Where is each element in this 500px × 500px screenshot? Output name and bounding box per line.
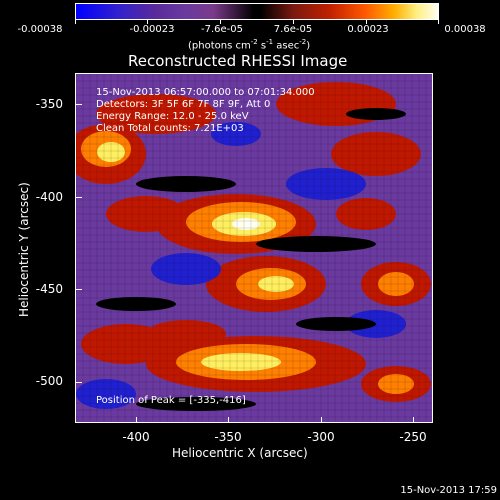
rhessi-image-plot: 15-Nov-2013 06:57:00.000 to 07:01:34.000… bbox=[75, 73, 433, 423]
colorbar-tick-mark bbox=[438, 20, 439, 24]
intensity-blob bbox=[106, 196, 186, 232]
colorbar-tick-mark bbox=[293, 20, 294, 24]
colorbar-tick-label: 7.6e-05 bbox=[273, 24, 313, 35]
intensity-blob bbox=[286, 168, 366, 200]
colorbar-tick-label: -0.00038 bbox=[17, 24, 63, 35]
colorbar-tick-mark bbox=[366, 20, 367, 24]
timestamp: 15-Nov-2013 17:59 bbox=[400, 485, 497, 496]
y-tick-label: -500 bbox=[35, 374, 63, 388]
time-range-label: 15-Nov-2013 06:57:00.000 to 07:01:34.000 bbox=[96, 87, 315, 98]
intensity-blob bbox=[96, 297, 176, 311]
intensity-blob bbox=[336, 198, 396, 230]
colorbar-tick-label: -0.00023 bbox=[129, 24, 175, 35]
intensity-blob bbox=[378, 272, 414, 296]
intensity-blob bbox=[201, 353, 281, 371]
y-tick-label: -400 bbox=[35, 190, 63, 204]
image-title: Reconstructed RHESSI Image bbox=[128, 52, 348, 70]
detectors-label: Detectors: 3F 5F 6F 7F 8F 9F, Att 0 bbox=[96, 99, 271, 110]
x-tick-label: -250 bbox=[399, 430, 427, 444]
intensity-blob bbox=[146, 320, 226, 348]
colorbar bbox=[75, 3, 439, 20]
intensity-blob bbox=[76, 379, 136, 409]
colorbar-tick-mark bbox=[220, 20, 221, 24]
intensity-blob bbox=[296, 317, 376, 331]
colorbar-tick-label: -7.6e-05 bbox=[201, 24, 243, 35]
intensity-blob bbox=[97, 142, 125, 162]
y-tick-label: -450 bbox=[35, 282, 63, 296]
x-tick-label: -400 bbox=[122, 430, 150, 444]
intensity-blob bbox=[151, 253, 221, 285]
y-axis-label: Heliocentric Y (arcsec) bbox=[17, 182, 31, 317]
intensity-blob bbox=[96, 94, 216, 134]
x-axis-label: Heliocentric X (arcsec) bbox=[172, 446, 308, 460]
y-tick-label: -350 bbox=[35, 97, 63, 111]
colorbar-tick-mark bbox=[147, 20, 148, 24]
intensity-blob bbox=[331, 132, 421, 176]
intensity-blob bbox=[258, 276, 294, 292]
colorbar-tick-mark bbox=[75, 20, 76, 24]
clean-counts-label: Clean Total counts: 7.21E+03 bbox=[96, 123, 244, 134]
intensity-blob bbox=[136, 176, 236, 192]
colorbar-tick-label: 0.00023 bbox=[347, 24, 389, 35]
x-tick-label: -300 bbox=[307, 430, 335, 444]
energy-range-label: Energy Range: 12.0 - 25.0 keV bbox=[96, 111, 249, 122]
intensity-blob bbox=[232, 218, 260, 230]
peak-position-label: Position of Peak = [-335,-416] bbox=[96, 395, 246, 406]
intensity-blob bbox=[378, 374, 414, 394]
intensity-map bbox=[76, 74, 432, 422]
intensity-blob bbox=[211, 122, 261, 146]
colorbar-tick-label: 0.00038 bbox=[444, 24, 486, 35]
intensity-blob bbox=[256, 236, 376, 252]
intensity-blob bbox=[346, 108, 406, 120]
x-tick-label: -350 bbox=[214, 430, 242, 444]
colorbar-units: (photons cm-2 s-1 asec-2) bbox=[188, 38, 311, 52]
intensity-blob bbox=[136, 397, 256, 411]
